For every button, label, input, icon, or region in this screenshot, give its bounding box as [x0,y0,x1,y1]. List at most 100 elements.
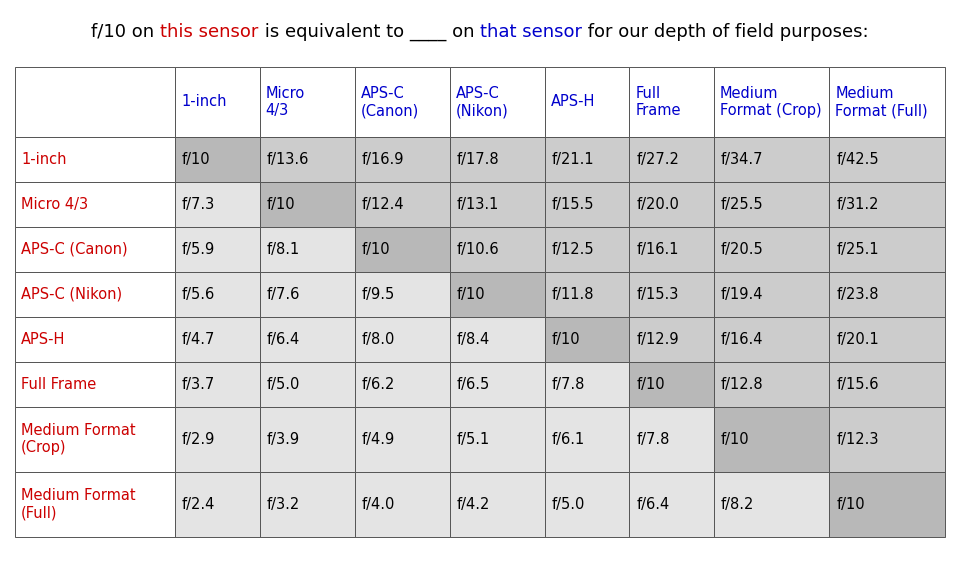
Bar [15,182,175,226]
Text: f/20.0: f/20.0 [636,197,679,212]
Text: f/3.7: f/3.7 [182,377,215,392]
Text: f/8.0: f/8.0 [362,332,395,347]
Bar [175,271,259,316]
Text: f/12.5: f/12.5 [551,242,594,257]
Text: f/8.1: f/8.1 [267,242,300,257]
Text: f/13.1: f/13.1 [457,197,499,212]
Text: f/10.6: f/10.6 [457,242,499,257]
Text: f/10: f/10 [182,152,210,167]
Bar [175,361,259,406]
Bar [175,472,259,537]
Text: Micro 4/3: Micro 4/3 [21,197,88,212]
Bar [259,406,354,472]
Bar [714,226,829,271]
Bar [829,361,945,406]
Text: APS-H: APS-H [550,94,595,110]
Text: is equivalent to ____ on: is equivalent to ____ on [258,23,480,41]
Bar [714,406,829,472]
Bar [829,226,945,271]
Bar [714,67,829,137]
Text: f/5.0: f/5.0 [551,497,585,512]
Bar [175,226,259,271]
Bar [259,271,354,316]
Text: f/8.4: f/8.4 [457,332,490,347]
Text: f/13.6: f/13.6 [267,152,309,167]
Text: f/10: f/10 [457,287,485,302]
Text: f/15.3: f/15.3 [636,287,679,302]
Bar [175,406,259,472]
Bar [259,472,354,537]
Bar [629,472,714,537]
Text: f/6.5: f/6.5 [457,377,490,392]
Bar [449,361,544,406]
Bar [829,472,945,537]
Bar [449,406,544,472]
Text: APS-C
(Canon): APS-C (Canon) [361,85,419,118]
Text: f/5.0: f/5.0 [267,377,300,392]
Bar [449,182,544,226]
Text: 1-inch: 1-inch [21,152,66,167]
Text: f/2.4: f/2.4 [182,497,215,512]
Text: f/31.2: f/31.2 [836,197,879,212]
Bar [175,137,259,182]
Bar [175,67,259,137]
Text: f/5.6: f/5.6 [182,287,215,302]
Text: f/10 on: f/10 on [91,23,160,41]
Text: f/25.1: f/25.1 [836,242,879,257]
Bar [354,226,449,271]
Text: f/12.8: f/12.8 [721,377,763,392]
Text: Medium Format
(Crop): Medium Format (Crop) [21,423,135,455]
Text: Medium
Format (Crop): Medium Format (Crop) [720,85,822,118]
Text: f/11.8: f/11.8 [551,287,594,302]
Bar [354,137,449,182]
Text: f/10: f/10 [267,197,296,212]
Text: f/10: f/10 [636,377,664,392]
Bar [544,361,629,406]
Text: f/7.6: f/7.6 [267,287,300,302]
Text: f/2.9: f/2.9 [182,432,215,447]
Text: f/16.4: f/16.4 [721,332,763,347]
Bar [544,67,629,137]
Bar [354,316,449,361]
Text: APS-C (Canon): APS-C (Canon) [21,242,128,257]
Bar [354,67,449,137]
Bar [829,137,945,182]
Bar [544,271,629,316]
Bar [629,316,714,361]
Text: f/5.1: f/5.1 [457,432,490,447]
Text: f/7.3: f/7.3 [182,197,215,212]
Text: Medium Format
(Full): Medium Format (Full) [21,488,135,520]
Bar [259,361,354,406]
Text: f/34.7: f/34.7 [721,152,763,167]
Bar [449,226,544,271]
Text: f/15.5: f/15.5 [551,197,594,212]
Bar [259,226,354,271]
Text: f/19.4: f/19.4 [721,287,763,302]
Bar [714,271,829,316]
Text: f/5.9: f/5.9 [182,242,215,257]
Bar [15,226,175,271]
Bar [259,137,354,182]
Text: f/3.2: f/3.2 [267,497,300,512]
Text: f/4.7: f/4.7 [182,332,215,347]
Text: 1-inch: 1-inch [181,94,227,110]
Bar [829,271,945,316]
Text: APS-C (Nikon): APS-C (Nikon) [21,287,122,302]
Bar [629,361,714,406]
Text: f/21.1: f/21.1 [551,152,594,167]
Bar [15,67,175,137]
Text: Micro
4/3: Micro 4/3 [266,85,305,118]
Text: f/3.9: f/3.9 [267,432,300,447]
Bar [714,137,829,182]
Bar [15,137,175,182]
Bar [629,406,714,472]
Text: f/9.5: f/9.5 [362,287,395,302]
Bar [15,271,175,316]
Bar [15,406,175,472]
Text: f/12.9: f/12.9 [636,332,679,347]
Text: f/10: f/10 [721,432,750,447]
Bar [449,472,544,537]
Text: f/7.8: f/7.8 [551,377,585,392]
Text: f/10: f/10 [551,332,580,347]
Bar [544,316,629,361]
